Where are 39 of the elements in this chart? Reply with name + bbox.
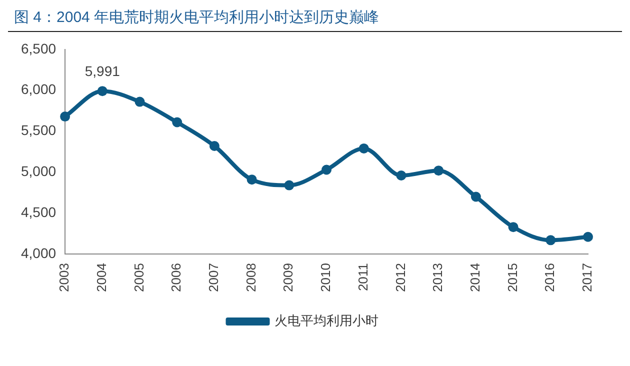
- x-tick-label: 2011: [355, 263, 370, 292]
- point: [322, 164, 332, 175]
- x-tick-label: 2014: [468, 263, 483, 292]
- x-tick-label: 2015: [504, 263, 520, 292]
- point: [284, 180, 294, 190]
- y-tick-label: 6,500: [20, 40, 56, 56]
- point: [209, 141, 220, 152]
- x-tick-label: 2008: [243, 263, 258, 292]
- x-tick-label: 2005: [131, 263, 146, 292]
- x-tick-label: 2012: [392, 263, 408, 292]
- point: [434, 166, 444, 176]
- point: [358, 143, 369, 154]
- point: [396, 170, 406, 180]
- y-tick-label: 4,000: [20, 244, 56, 261]
- y-tick-label: 5,500: [20, 122, 56, 138]
- data-label: 5,991: [84, 62, 120, 79]
- x-tick-label: 2006: [168, 263, 184, 292]
- x-tick-label: 2009: [280, 263, 296, 292]
- point: [508, 222, 518, 232]
- x-tick-label: 2016: [542, 263, 558, 292]
- x-tick-label: 2010: [318, 263, 334, 292]
- point: [470, 192, 481, 202]
- point: [546, 235, 556, 246]
- x-tick-label: 2003: [56, 263, 72, 292]
- point: [60, 112, 70, 122]
- point: [583, 232, 593, 242]
- y-tick-label: 4,500: [20, 204, 56, 220]
- legend-label: 火电平均利用小时: [274, 313, 378, 328]
- point: [172, 117, 182, 128]
- y-tick-label: 6,000: [20, 81, 56, 98]
- point: [134, 96, 145, 107]
- x-tick-label: 2013: [430, 263, 446, 292]
- x-tick-label: 2004: [94, 263, 109, 292]
- point: [97, 86, 108, 96]
- chart-title: 图 4：2004 年电荒时期火电平均利用小时达到历史巅峰: [13, 8, 380, 28]
- point: [246, 174, 257, 185]
- x-tick-label: 2017: [580, 263, 595, 292]
- x-tick-label: 2007: [206, 263, 222, 292]
- y-tick-label: 5,000: [20, 163, 56, 180]
